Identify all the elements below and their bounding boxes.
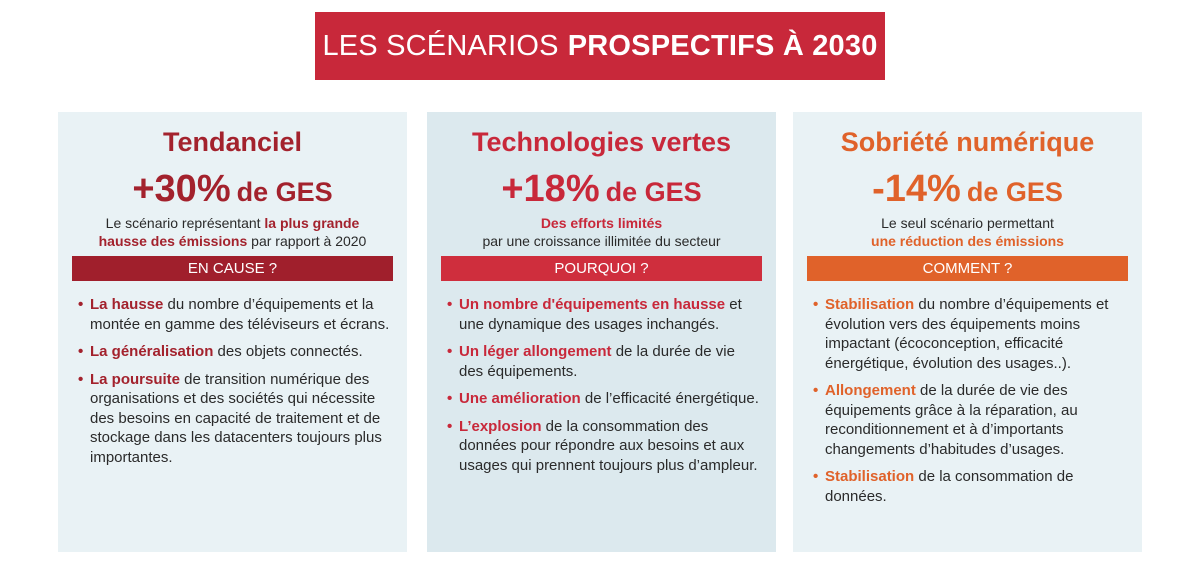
text: du nombre d’équipements et évolution ver… [825, 296, 1109, 372]
text: de transition numérique des organisation… [90, 370, 382, 466]
description-line: Des efforts limités [441, 214, 762, 232]
emphasis: une réduction des émissions [871, 233, 1064, 249]
title-banner: LES SCÉNARIOS PROSPECTIFS À 2030 [315, 12, 885, 80]
title-bold: PROSPECTIFS À 2030 [567, 29, 878, 62]
text: de la consommation des données pour répo… [459, 417, 758, 474]
text: Le seul scénario permettant [881, 215, 1054, 231]
bullet: Stabilisation du nombre d’équipements et… [813, 295, 1128, 373]
stat-value: -14% [872, 168, 961, 210]
section-band: POURQUOI ? [441, 256, 762, 281]
stat-value: +18% [501, 168, 600, 210]
emphasis: Une amélioration [459, 390, 581, 407]
description-line: une réduction des émissions [807, 232, 1128, 250]
text: de la consommation de données. [825, 468, 1074, 505]
emphasis: L’explosion [459, 417, 542, 435]
emphasis: Un léger allongement [459, 343, 612, 360]
emphasis: Stabilisation [825, 296, 915, 313]
bullet-list: Un nombre d'équipements en hausse et une… [441, 295, 762, 475]
bullet: L’explosion de la consommation des donné… [447, 417, 762, 476]
section-band: EN CAUSE ? [72, 256, 393, 281]
bullet-list: Stabilisation du nombre d’équipements et… [807, 295, 1128, 506]
text: Le scénario représentant [105, 215, 265, 231]
stat: +30% de GES [72, 164, 393, 214]
text: par une croissance illimitée du secteur [482, 233, 721, 249]
bullet: Allongement de la durée de vie des équip… [813, 381, 1128, 459]
text: des objets connectés. [213, 343, 363, 360]
stat: -14% de GES [807, 164, 1128, 214]
stat-unit: de GES [605, 177, 702, 207]
description: Des efforts limités par une croissance il… [441, 214, 762, 250]
bullet: Un léger allongement de la durée de vie … [447, 342, 762, 381]
emphasis: Allongement [825, 382, 916, 399]
description: Le scénario représentant la plus grande h… [72, 214, 393, 250]
emphasis: hausse des émissions [98, 233, 248, 249]
scenario-column: Tendanciel +30% de GES Le scénario représen… [58, 112, 407, 552]
text: de la durée de vie des équipements grâce… [825, 382, 1078, 458]
emphasis: La hausse [90, 296, 164, 313]
bullet: La poursuite de transition numérique des… [78, 370, 393, 468]
bullet: Un nombre d'équipements en hausse et une… [447, 295, 762, 334]
bullet: La généralisation des objets connectés. [78, 342, 393, 362]
section-band: COMMENT ? [807, 256, 1128, 281]
text: et une dynamique des usages inchangés. [459, 296, 742, 333]
description-line: par une croissance illimitée du secteur [441, 232, 762, 250]
text: par rapport à 2020 [247, 233, 367, 249]
text: de l’efficacité énergétique. [580, 390, 759, 407]
scenario-title: Tendanciel [162, 127, 303, 157]
title-light: LES SCÉNARIOS [322, 29, 559, 62]
stat-unit: de GES [236, 177, 333, 207]
scenario-title: Technologies vertes [471, 127, 732, 157]
scenario-title: Sobriété numérique [840, 127, 1095, 157]
bullet: Stabilisation de la consommation de donn… [813, 467, 1128, 506]
emphasis: Un nombre d'équipements en hausse [459, 296, 726, 313]
bullet-list: La hausse du nombre d’équipements et la … [72, 295, 393, 467]
scenario-column: Sobriété numérique -14% de GES Le seul scén… [793, 112, 1142, 552]
stat-value: +30% [132, 168, 231, 210]
bullet: Une amélioration de l’efficacité énergét… [447, 389, 762, 409]
text: de la durée de vie des équipements. [459, 343, 735, 380]
stat: +18% de GES [441, 164, 762, 214]
text: du nombre d’équipements et la montée en … [90, 296, 390, 333]
description-line: Le seul scénario permettant [807, 214, 1128, 232]
scenario-column: Technologies vertes +18% de GES Des efforts… [427, 112, 776, 552]
description-line: Le scénario représentant la plus grande [72, 214, 393, 232]
bullet: La hausse du nombre d’équipements et la … [78, 295, 393, 334]
emphasis: Des efforts limités [540, 215, 663, 231]
emphasis: La généralisation [90, 343, 214, 360]
emphasis: Stabilisation [825, 468, 915, 485]
description: Le seul scénario permettant une réduction… [807, 214, 1128, 250]
description-line: hausse des émissions par rapport à 2020 [72, 232, 393, 250]
emphasis: la plus grande [264, 215, 360, 231]
emphasis: La poursuite [90, 370, 181, 388]
stat-unit: de GES [966, 177, 1063, 207]
